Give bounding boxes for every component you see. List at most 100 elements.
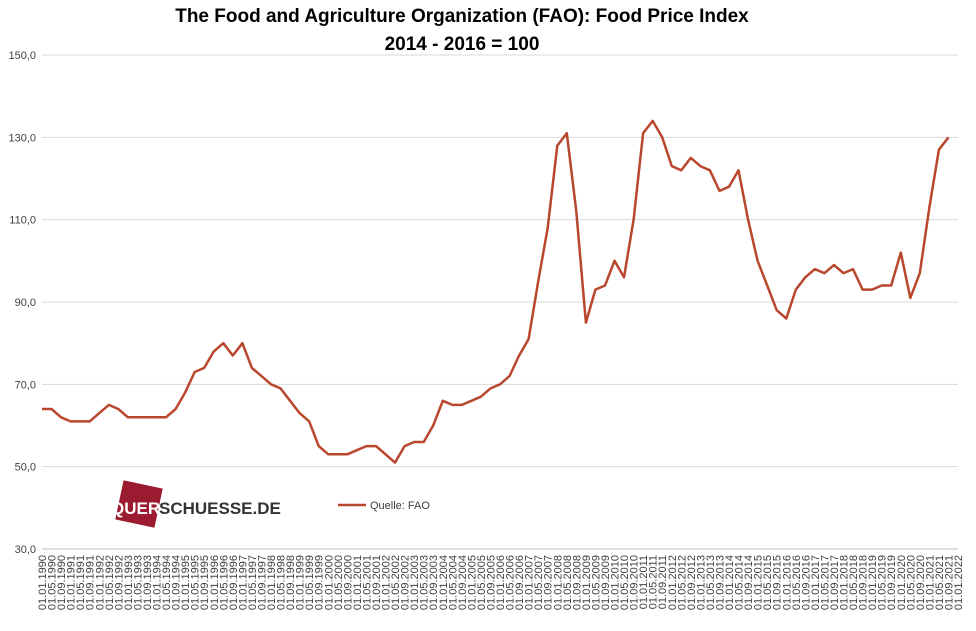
x-tick-label: 01.05.2014	[734, 555, 746, 610]
x-tick-label: 01.05.1998	[276, 555, 288, 610]
x-tick-label: 01.01.1996	[209, 555, 221, 610]
x-tick-label: 01.05.1991	[75, 555, 87, 610]
y-tick-label: 90,0	[15, 297, 36, 309]
x-tick-label: 01.01.2004	[438, 555, 450, 610]
x-tick-label: 01.05.2002	[390, 555, 402, 610]
x-tick-label: 01.05.2001	[361, 555, 373, 610]
x-tick-label: 01.09.2010	[629, 555, 641, 610]
x-tick-label: 01.09.2003	[428, 555, 440, 610]
x-tick-label: 01.05.2009	[590, 555, 602, 610]
x-tick-label: 01.09.1995	[199, 555, 211, 610]
x-tick-label: 01.01.2008	[552, 555, 564, 610]
data-line	[42, 119, 950, 464]
chart-subtitle: 2014 - 2016 = 100	[385, 34, 540, 55]
x-tick-label: 01.05.2000	[333, 555, 345, 610]
x-tick-label: 01.01.2006	[495, 555, 507, 610]
x-tick-label: 01.05.2004	[447, 555, 459, 610]
x-tick-label: 01.05.1993	[132, 555, 144, 610]
x-tick-label: 01.01.1993	[123, 555, 135, 610]
x-tick-label: 01.05.1994	[161, 555, 173, 610]
x-tick-label: 01.01.1999	[295, 555, 307, 610]
x-tick-label: 01.09.1993	[142, 555, 154, 610]
logo: QUER SCHUESSE.DE	[111, 480, 281, 528]
x-tick-label: 01.05.2003	[419, 555, 431, 610]
x-tick-label: 01.09.2019	[886, 555, 898, 610]
x-tick-label: 01.05.1999	[304, 555, 316, 610]
y-tick-label: 110,0	[9, 215, 36, 227]
y-tick-label: 70,0	[15, 379, 36, 391]
x-tick-label: 01.01.1994	[152, 555, 164, 610]
x-tick-label: 01.01.2012	[667, 555, 679, 610]
x-tick-label: 01.09.2012	[686, 555, 698, 610]
x-tick-label: 01.01.2021	[924, 555, 936, 610]
x-tick-label: 01.09.1992	[113, 555, 125, 610]
x-tick-label: 01.01.1991	[66, 555, 78, 610]
x-tick-label: 01.09.1990	[56, 555, 68, 610]
x-tick-label: 01.05.2007	[533, 555, 545, 610]
x-tick-label: 01.05.2011	[648, 555, 660, 609]
x-tick-label: 01.01.2003	[409, 555, 421, 610]
x-tick-label: 01.01.2014	[724, 555, 736, 610]
x-tick-label: 01.01.2005	[466, 555, 478, 610]
x-tick-label: 01.01.2011	[638, 555, 650, 609]
x-tick-label: 01.05.2006	[505, 555, 517, 610]
x-tick-label: 01.09.2015	[772, 555, 784, 610]
x-tick-label: 01.09.1997	[256, 555, 268, 610]
x-tick-label: 01.09.2016	[800, 555, 812, 610]
x-tick-label: 01.05.1997	[247, 555, 259, 610]
x-tick-label: 01.01.2015	[753, 555, 765, 610]
x-tick-label: 01.01.2019	[867, 555, 879, 610]
x-tick-label: 01.01.1998	[266, 555, 278, 610]
x-tick-label: 01.05.2008	[562, 555, 574, 610]
x-tick-label: 01.01.2009	[581, 555, 593, 610]
x-tick-label: 01.09.2008	[571, 555, 583, 610]
x-tick-label: 01.09.2004	[457, 555, 469, 610]
x-tick-label: 01.09.2018	[858, 555, 870, 610]
x-tick-label: 01.01.2010	[610, 555, 622, 610]
x-tick-label: 01.05.2015	[762, 555, 774, 610]
x-tick-label: 01.05.1990	[47, 555, 59, 610]
x-tick-label: 01.01.2022	[953, 555, 965, 610]
x-tick-label: 01.09.2017	[829, 555, 841, 610]
x-tick-label: 01.01.2016	[781, 555, 793, 610]
x-tick-label: 01.05.2012	[676, 555, 688, 610]
x-tick-label: 01.09.2014	[743, 555, 755, 610]
x-tick-label: 01.05.2020	[905, 555, 917, 610]
x-tick-label: 01.05.2021	[934, 555, 946, 610]
x-tick-label: 01.01.2020	[896, 555, 908, 610]
x-tick-label: 01.05.2013	[705, 555, 717, 610]
x-tick-label: 01.01.2002	[381, 555, 393, 610]
x-tick-label: 01.05.2019	[877, 555, 889, 610]
y-tick-label: 50,0	[15, 462, 36, 474]
x-tick-label: 01.05.1996	[218, 555, 230, 610]
x-tick-label: 01.05.1995	[190, 555, 202, 610]
y-tick-label: 130,0	[8, 132, 36, 144]
x-tick-label: 01.09.1999	[314, 555, 326, 610]
logo-text: SCHUESSE.DE	[159, 499, 281, 518]
x-tick-label: 01.01.1992	[94, 555, 106, 610]
x-tick-label: 01.05.1992	[104, 555, 116, 610]
x-tick-label: 01.09.1991	[85, 555, 97, 610]
x-tick-label: 01.09.2005	[485, 555, 497, 610]
logo-square	[115, 480, 163, 528]
x-tick-label: 01.09.2007	[543, 555, 555, 610]
x-tick-label: 01.01.2018	[839, 555, 851, 610]
x-tick-label: 01.09.2001	[371, 555, 383, 610]
x-tick-label: 01.05.2016	[791, 555, 803, 610]
x-tick-label: 01.01.2017	[810, 555, 822, 610]
y-tick-label: 30,0	[15, 544, 36, 556]
x-tick-label: 01.09.2000	[342, 555, 354, 610]
x-tick-label: 01.09.1996	[228, 555, 240, 610]
x-tick-label: 01.09.2021	[943, 555, 955, 610]
x-tick-label: 01.01.1995	[180, 555, 192, 610]
x-tick-label: 01.05.2005	[476, 555, 488, 610]
legend-label: Quelle: FAO	[370, 500, 430, 512]
chart-title: The Food and Agriculture Organization (F…	[175, 6, 749, 27]
x-tick-label: 01.09.1998	[285, 555, 297, 610]
x-tick-label: 01.09.2013	[714, 555, 726, 610]
x-tick-label: 01.01.1997	[237, 555, 249, 610]
x-tick-label: 01.01.2001	[352, 555, 364, 610]
x-tick-label: 01.05.2010	[619, 555, 631, 610]
x-tick-label: 01.01.2013	[695, 555, 707, 610]
